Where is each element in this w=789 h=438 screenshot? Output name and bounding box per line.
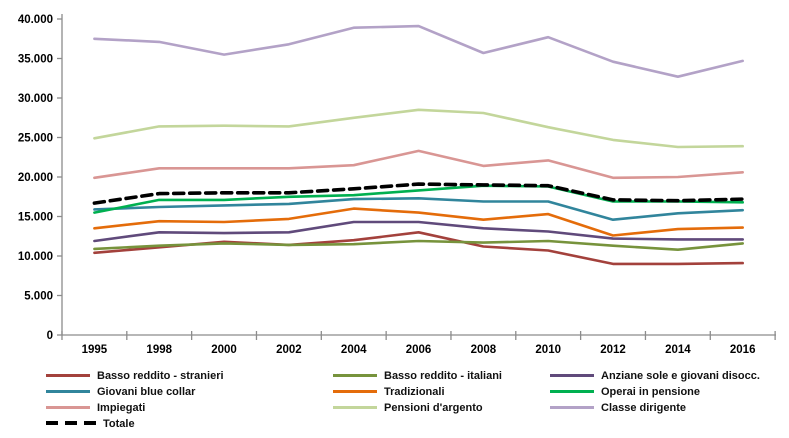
legend-swatch — [550, 390, 594, 393]
legend-swatch — [550, 374, 594, 377]
y-tick-label: 20.000 — [18, 172, 53, 184]
series-line-operai-in-pensione — [93, 184, 745, 214]
legend-swatch — [46, 374, 90, 377]
series-line-giovani-blue-collar — [93, 197, 745, 221]
x-tick-label: 2004 — [341, 344, 367, 356]
series-line-impiegati — [93, 149, 745, 180]
y-tick-label: 15.000 — [18, 212, 53, 224]
series-line-totale — [92, 182, 745, 205]
legend-label: Basso reddito - italiani — [384, 370, 502, 382]
series-line-basso-reddito-italiani — [93, 239, 745, 251]
x-tick-label: 1998 — [146, 344, 172, 356]
legend-label: Tradizionali — [384, 386, 445, 398]
y-tick-label: 40.000 — [18, 14, 53, 26]
x-tick-label: 2012 — [600, 344, 626, 356]
x-tick-label: 2008 — [471, 344, 497, 356]
legend-swatch — [333, 406, 377, 409]
legend-swatch — [550, 406, 594, 409]
series-line-anziane-sole-e-giovani-disocc — [93, 220, 745, 243]
y-tick-label: 0 — [47, 330, 53, 342]
legend-label: Totale — [103, 418, 135, 430]
legend-swatch — [333, 374, 377, 377]
y-tick-label: 30.000 — [18, 93, 53, 105]
legend-label: Giovani blue collar — [97, 386, 196, 398]
y-tick-label: 10.000 — [18, 251, 53, 263]
legend-swatch — [46, 421, 96, 425]
chart-legend: Basso reddito - stranieri Basso reddito -… — [0, 362, 789, 438]
series-line-pensioni-d-argento — [93, 108, 745, 149]
legend-label: Operai in pensione — [601, 386, 701, 398]
x-tick-label: 2010 — [535, 344, 561, 356]
series-line-classe-dirigente — [93, 24, 745, 78]
line-chart: 0 5.000 10.000 15.000 20.000 25.000 30.000 35.0… — [18, 14, 776, 356]
legend-swatch — [333, 390, 377, 393]
x-tick-label: 2014 — [665, 344, 691, 356]
x-tick-label: 2006 — [406, 344, 432, 356]
series-line-tradizionali — [93, 207, 745, 237]
y-tick-label: 35.000 — [18, 54, 53, 66]
legend-swatch — [46, 406, 90, 409]
y-tick-label: 25.000 — [18, 133, 53, 145]
x-tick-label: 1995 — [82, 344, 108, 356]
legend-label: Basso reddito - stranieri — [97, 370, 224, 382]
x-tick-label: 2016 — [730, 344, 756, 356]
x-tick-label: 2002 — [276, 344, 302, 356]
x-tick-label: 2000 — [211, 344, 237, 356]
y-tick-label: 5.000 — [24, 291, 53, 303]
legend-label: Impiegati — [97, 402, 146, 414]
legend-label: Classe dirigente — [601, 402, 686, 414]
legend-swatch — [46, 390, 90, 393]
legend-label: Pensioni d'argento — [384, 402, 483, 414]
legend-label: Anziane sole e giovani disocc. — [601, 370, 760, 382]
